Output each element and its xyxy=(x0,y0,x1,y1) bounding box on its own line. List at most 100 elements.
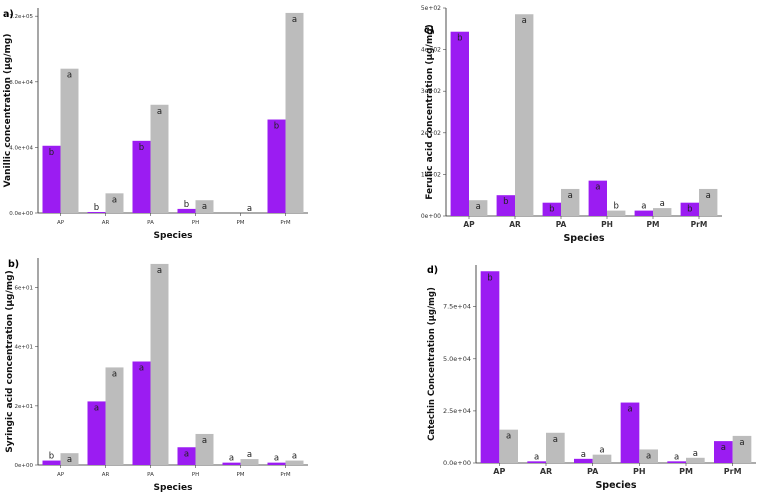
bar-c-AR-series-1 xyxy=(496,195,515,216)
bar-a-PA-series-1 xyxy=(132,140,151,213)
y-axis-title: Vanillic concentration (µg/mg) xyxy=(3,34,13,188)
y-tick-label: 0e+00 xyxy=(15,463,34,469)
chart-panel-b: 0e+00 2e+01 4e+01 6e+01 AP b a AR a a PA a a PH a a PM a a… xyxy=(5,258,308,492)
significance-letter: a xyxy=(646,451,651,461)
x-tick-label: AP xyxy=(463,220,475,229)
significance-letter: b xyxy=(49,148,54,158)
bar-d-PH-series-1 xyxy=(620,402,640,463)
x-tick-label: AR xyxy=(102,220,110,226)
significance-letter: a xyxy=(553,435,558,445)
significance-letter: a xyxy=(247,450,252,460)
bar-a-PrM-series-2 xyxy=(285,12,304,214)
significance-letter: a xyxy=(157,266,162,276)
bar-a-AR-series-2 xyxy=(105,193,124,213)
significance-letter: a xyxy=(157,107,162,117)
x-tick-label: PM xyxy=(236,220,244,226)
significance-letter: b xyxy=(184,200,189,210)
bar-d-PrM-series-1 xyxy=(714,441,733,463)
bar-c-AR-series-2 xyxy=(515,14,534,216)
y-tick-label: 6e+01 xyxy=(15,286,34,292)
y-tick-label: 2.5e+04 xyxy=(443,407,471,415)
significance-letter: b xyxy=(139,143,144,153)
significance-letter: a xyxy=(506,432,511,442)
panel-label: a) xyxy=(3,9,14,20)
panel-label: b) xyxy=(8,259,19,270)
significance-letter: a xyxy=(739,438,744,448)
bar-b-AR-series-1 xyxy=(87,401,106,465)
significance-letter: b xyxy=(613,202,618,212)
significance-letter: a xyxy=(139,364,144,374)
y-tick-label: 2e+02 xyxy=(421,130,441,137)
bar-d-PrM-series-2 xyxy=(732,435,752,463)
bar-d-PH-series-2 xyxy=(639,449,658,463)
significance-letter: a xyxy=(229,454,234,464)
y-axis-title: Ferulic acid concentration (µg/mg) xyxy=(425,24,435,200)
significance-letter: b xyxy=(487,273,492,283)
bar-b-AR-series-2 xyxy=(105,367,124,465)
x-tick-label: PA xyxy=(147,472,154,478)
y-tick-label: 1e+02 xyxy=(421,171,441,178)
y-tick-label: 7.5e+04 xyxy=(443,303,471,311)
significance-letter: a xyxy=(202,436,207,446)
x-tick-label: PM xyxy=(679,467,693,476)
y-tick-label: 4e+01 xyxy=(15,345,34,351)
bar-d-AP-series-2 xyxy=(499,429,518,463)
chart-panel-a: 0.0e+00 4.0e+04 8.0e+04 1.2e+05 AP b a AR b a PA b a… xyxy=(3,8,308,241)
significance-letter: a xyxy=(292,452,297,462)
x-tick-label: PrM xyxy=(280,220,290,226)
significance-letter: b xyxy=(503,197,508,207)
bar-c-AP-series-2 xyxy=(469,200,488,216)
significance-letter: a xyxy=(581,450,586,460)
bar-a-AR-series-1 xyxy=(87,212,106,213)
significance-letter: a xyxy=(595,183,600,193)
significance-letter: a xyxy=(660,199,665,209)
significance-letter: b xyxy=(94,203,99,213)
significance-letter: a xyxy=(94,403,99,413)
x-tick-label: AR xyxy=(102,472,110,478)
chart-panel-c: 0e+00 1e+02 2e+02 3e+02 4e+02 5e+02 AP b a AR b a PA… xyxy=(421,5,722,244)
x-axis-title: Species xyxy=(154,231,193,241)
bar-d-AR-series-1 xyxy=(527,461,546,463)
significance-letter: b xyxy=(457,34,462,44)
bar-d-PA-series-2 xyxy=(592,454,612,463)
x-tick-label: AP xyxy=(57,472,65,478)
bar-b-AP-series-2 xyxy=(60,453,79,465)
bar-d-AR-series-2 xyxy=(546,432,565,463)
significance-letter: a xyxy=(534,452,539,462)
bar-c-PH-series-1 xyxy=(588,180,607,216)
bar-a-PrM-series-1 xyxy=(267,119,286,213)
x-axis-title: Species xyxy=(595,480,636,491)
bar-a-AP-series-2 xyxy=(60,68,79,214)
x-tick-label: PrM xyxy=(724,467,742,476)
y-tick-label: 4e+02 xyxy=(421,47,441,54)
significance-letter: b xyxy=(549,205,554,215)
bar-b-PH-series-2 xyxy=(195,433,214,465)
x-tick-label: PH xyxy=(601,220,613,229)
bar-b-PA-series-1 xyxy=(132,361,151,465)
bar-c-PA-series-2 xyxy=(561,188,580,216)
x-tick-label: PrM xyxy=(691,220,708,229)
x-tick-label: PH xyxy=(192,472,199,478)
y-tick-label: 5.0e+04 xyxy=(443,355,471,363)
significance-letter: a xyxy=(674,452,679,462)
x-tick-label: PH xyxy=(192,220,199,226)
significance-letter: b xyxy=(274,122,279,132)
x-tick-label: AR xyxy=(540,467,552,476)
significance-letter: a xyxy=(67,455,72,465)
bar-c-PM-series-2 xyxy=(653,208,672,216)
significance-letter: a xyxy=(67,71,72,81)
bar-c-PrM-series-1 xyxy=(680,202,699,216)
x-tick-label: PM xyxy=(647,220,660,229)
significance-letter: a xyxy=(247,204,252,214)
significance-letter: a xyxy=(522,16,527,26)
x-axis-title: Species xyxy=(154,483,193,492)
x-tick-label: PM xyxy=(236,472,244,478)
x-tick-label: AP xyxy=(57,220,65,226)
significance-letter: b xyxy=(49,452,54,462)
bar-a-PH-series-1 xyxy=(177,208,196,213)
significance-letter: a xyxy=(599,446,604,456)
y-tick-label: 5e+02 xyxy=(421,5,441,12)
significance-letter: a xyxy=(693,449,698,459)
bar-c-PrM-series-2 xyxy=(699,188,718,216)
